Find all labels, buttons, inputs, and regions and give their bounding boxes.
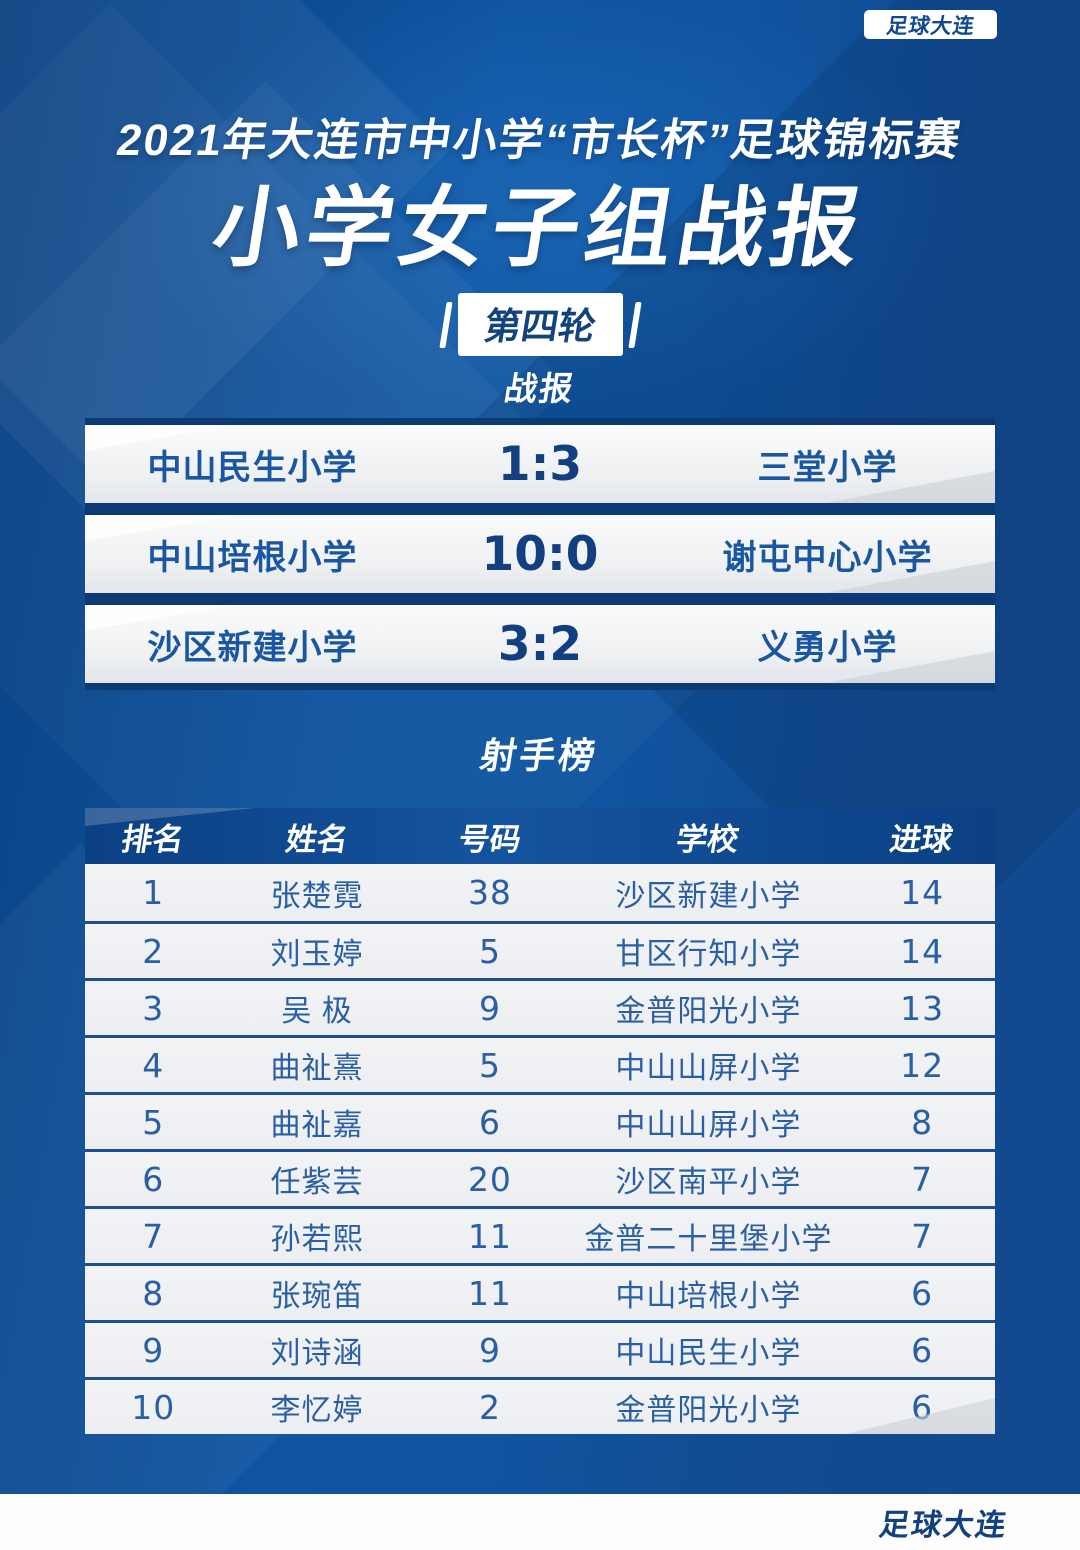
rank-cell: 4 <box>142 1045 165 1085</box>
match-score: 1:3 <box>497 436 583 492</box>
rank-cell: 7 <box>142 1216 165 1256</box>
number-cell: 5 <box>478 931 501 971</box>
school-cell: 甘区行知小学 <box>615 938 802 971</box>
goals-cell: 12 <box>900 1045 945 1085</box>
match-result-row: 中山民生小学 1:3 三堂小学 <box>85 425 995 503</box>
goals-cell: 14 <box>900 873 945 912</box>
table-row: 8 张琬笛 11 中山培根小学 6 <box>85 1263 995 1320</box>
round-badge: 第四轮 <box>0 293 1080 356</box>
away-team: 义勇小学 <box>757 628 898 667</box>
goals-cell: 13 <box>900 988 945 1028</box>
rank-cell: 1 <box>142 873 165 912</box>
school-cell: 中山民生小学 <box>615 1337 802 1370</box>
number-cell: 20 <box>467 1159 512 1199</box>
home-team: 中山培根小学 <box>147 538 358 577</box>
name-cell: 曲祉嘉 <box>270 1109 364 1142</box>
school-cell: 金普二十里堡小学 <box>584 1223 833 1256</box>
column-header: 进球 <box>887 821 956 857</box>
name-cell: 任紫芸 <box>270 1166 364 1199</box>
number-cell: 11 <box>467 1216 512 1256</box>
goals-cell: 6 <box>911 1387 934 1427</box>
table-row: 7 孙若熙 11 金普二十里堡小学 7 <box>85 1206 995 1263</box>
scorers-section-title: 射手榜 <box>477 735 602 776</box>
table-row: 4 曲祉熹 5 中山山屏小学 12 <box>85 1035 995 1092</box>
rank-cell: 2 <box>142 931 165 971</box>
name-cell: 曲祉熹 <box>270 1052 364 1085</box>
number-cell: 2 <box>478 1387 501 1427</box>
scorer-table-body: 1 张楚霓 38 沙区新建小学 14 2 刘玉婷 5 甘区行知小学 14 3 吴 极 9 金普阳光小学 13… <box>85 864 995 1434</box>
goals-cell: 7 <box>911 1216 934 1256</box>
home-team: 中山民生小学 <box>147 448 358 487</box>
school-cell: 中山山屏小学 <box>615 1052 802 1085</box>
table-row: 1 张楚霓 38 沙区新建小学 14 <box>85 864 995 921</box>
table-row: 6 任紫芸 20 沙区南平小学 7 <box>85 1149 995 1206</box>
match-list: 中山民生小学 1:3 三堂小学 中山培根小学 10:0 谢屯中心小学 沙区新建小… <box>85 418 995 690</box>
brand-badge: 足球大连 <box>864 10 997 39</box>
name-cell: 孙若熙 <box>270 1223 364 1256</box>
footer-brand-label: 足球大连 <box>876 1509 1011 1542</box>
goals-cell: 8 <box>911 1102 934 1142</box>
round-badge-label: 第四轮 <box>480 306 599 347</box>
number-cell: 9 <box>478 988 501 1028</box>
number-cell: 9 <box>478 1330 501 1370</box>
column-header: 姓名 <box>282 821 351 857</box>
school-cell: 中山山屏小学 <box>615 1109 802 1142</box>
table-row: 3 吴 极 9 金普阳光小学 13 <box>85 978 995 1035</box>
goals-cell: 6 <box>911 1330 934 1370</box>
rank-cell: 3 <box>142 988 165 1028</box>
school-cell: 金普阳光小学 <box>615 1394 802 1427</box>
match-score: 10:0 <box>481 526 599 582</box>
number-cell: 38 <box>467 873 512 912</box>
rank-cell: 8 <box>142 1273 165 1313</box>
school-cell: 金普阳光小学 <box>615 995 802 1028</box>
rank-cell: 10 <box>131 1387 176 1427</box>
footer-bar: 足球大连 <box>0 1494 1080 1550</box>
table-row: 5 曲祉嘉 6 中山山屏小学 8 <box>85 1092 995 1149</box>
name-cell: 刘诗涵 <box>270 1337 364 1370</box>
number-cell: 5 <box>478 1045 501 1085</box>
table-row: 9 刘诗涵 9 中山民生小学 6 <box>85 1320 995 1377</box>
round-badge-box: 第四轮 <box>457 293 623 356</box>
round-badge-left-bar-icon <box>438 301 453 348</box>
goals-cell: 7 <box>911 1159 934 1199</box>
rank-cell: 9 <box>142 1330 165 1370</box>
match-result-row: 中山培根小学 10:0 谢屯中心小学 <box>85 515 995 593</box>
scorer-table-header: 排名 姓名 号码 学校 进球 <box>85 808 995 864</box>
brand-badge-label: 足球大连 <box>884 14 977 38</box>
school-cell: 沙区南平小学 <box>615 1166 802 1199</box>
round-badge-right-bar-icon <box>627 301 642 348</box>
table-row: 2 刘玉婷 5 甘区行知小学 14 <box>85 921 995 978</box>
goals-cell: 14 <box>900 931 945 971</box>
scorer-table: 排名 姓名 号码 学校 进球 1 张楚霓 38 沙区新建小学 14 2 刘玉婷 5 甘区行知小学 14 3 吴… <box>85 808 995 1434</box>
column-header: 号码 <box>455 821 524 857</box>
goals-cell: 6 <box>911 1273 934 1313</box>
name-cell: 李忆婷 <box>270 1394 364 1427</box>
number-cell: 11 <box>467 1273 512 1313</box>
home-team: 沙区新建小学 <box>147 628 358 667</box>
page-title: 小学女子组战报 <box>205 180 872 277</box>
match-result-row: 沙区新建小学 3:2 义勇小学 <box>85 605 995 683</box>
school-cell: 中山培根小学 <box>615 1280 802 1313</box>
name-cell: 刘玉婷 <box>270 938 364 971</box>
name-cell: 张楚霓 <box>270 879 364 913</box>
number-cell: 6 <box>478 1102 501 1142</box>
rank-cell: 5 <box>142 1102 165 1142</box>
away-team: 谢屯中心小学 <box>722 538 933 577</box>
match-score: 3:2 <box>497 616 583 672</box>
column-header: 学校 <box>674 821 742 857</box>
name-cell: 张琬笛 <box>270 1280 364 1313</box>
column-header: 排名 <box>119 821 187 857</box>
rank-cell: 6 <box>142 1159 165 1199</box>
school-cell: 沙区新建小学 <box>615 879 802 913</box>
table-row: 10 李忆婷 2 金普阳光小学 6 <box>85 1377 995 1434</box>
name-cell: 吴 极 <box>281 995 353 1028</box>
away-team: 三堂小学 <box>757 448 898 487</box>
report-section-label: 战报 <box>501 370 578 407</box>
